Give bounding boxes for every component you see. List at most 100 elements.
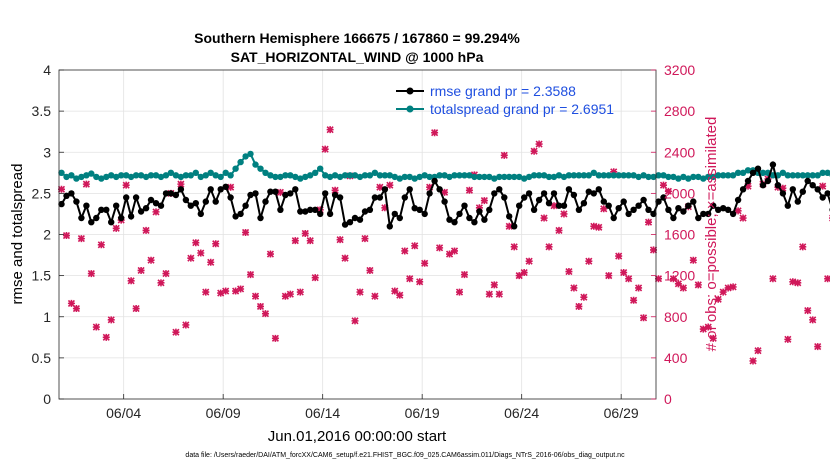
- totalspread-point: [814, 172, 821, 179]
- obs-count-marker: [485, 290, 493, 298]
- obs-count-marker: [515, 272, 523, 280]
- rmse-point: [545, 200, 553, 207]
- totalspread-point: [530, 172, 538, 179]
- obs-count-marker: [306, 237, 314, 245]
- rmse-point: [307, 206, 314, 213]
- rmse-point: [331, 191, 339, 199]
- obs-markers: [57, 126, 830, 365]
- rmse-series: [58, 160, 830, 231]
- rmse-point: [799, 188, 806, 195]
- totalspread-point: [724, 172, 732, 179]
- totalspread-point: [406, 173, 413, 181]
- totalspread-point: [525, 173, 533, 181]
- rmse-point: [550, 190, 558, 197]
- obs-count-marker: [460, 271, 469, 279]
- rmse-point: [640, 196, 647, 204]
- rmse-point: [655, 198, 662, 205]
- rmse-point: [386, 223, 393, 230]
- totalspread-point: [93, 173, 100, 181]
- obs-count-marker: [580, 293, 588, 301]
- totalspread-point: [620, 172, 627, 179]
- obs-count-marker: [694, 281, 702, 289]
- rmse-point: [93, 214, 100, 222]
- totalspread-point: [665, 173, 672, 181]
- totalspread-point: [580, 172, 588, 179]
- rmse-point: [381, 186, 389, 193]
- totalspread-point: [610, 172, 617, 179]
- totalspread-point: [361, 172, 369, 179]
- rmse-point: [103, 206, 110, 213]
- obs-count-marker: [630, 296, 638, 304]
- obs-count-marker: [495, 290, 503, 298]
- rmse-point: [615, 205, 622, 212]
- rmse-point: [341, 221, 349, 228]
- rmse-point: [456, 210, 463, 218]
- rmse-point: [391, 210, 398, 218]
- rmse-point: [769, 161, 777, 168]
- rmse-point: [501, 194, 508, 201]
- rmse-point: [610, 214, 617, 222]
- totalspread-point: [680, 173, 687, 181]
- rmse-point: [431, 177, 438, 185]
- totalspread-point: [784, 172, 791, 179]
- obs-count-marker: [490, 281, 498, 289]
- y2-tick-label: 800: [664, 309, 688, 325]
- totalspread-point: [650, 173, 657, 181]
- rmse-point: [700, 210, 707, 218]
- rmse-point: [451, 219, 458, 226]
- obs-count-marker: [649, 246, 658, 254]
- rmse-point: [476, 208, 483, 215]
- rmse-point: [421, 210, 428, 218]
- totalspread-point: [456, 172, 463, 179]
- totalspread-point: [212, 172, 219, 179]
- obs-count-marker: [376, 183, 384, 191]
- rmse-point: [132, 194, 140, 201]
- y-tick-label: 3.5: [32, 103, 52, 119]
- y2-tick-label: 3200: [664, 62, 695, 78]
- rmse-point: [595, 186, 602, 193]
- obs-count-marker: [431, 129, 439, 137]
- obs-count-marker: [450, 247, 459, 255]
- y2-tick-label: 0: [664, 391, 672, 407]
- totalspread-point: [804, 172, 811, 179]
- rmse-point: [172, 191, 180, 199]
- obs-count-marker: [241, 228, 250, 237]
- obs-count-marker: [122, 181, 130, 189]
- rmse-point: [152, 200, 160, 207]
- totalspread-point: [471, 173, 478, 181]
- rmse-point: [292, 186, 299, 193]
- totalspread-point: [292, 173, 299, 181]
- obs-count-marker: [381, 204, 389, 212]
- rmse-point: [789, 186, 796, 193]
- rmse-point: [142, 205, 150, 212]
- rmse-point: [78, 214, 85, 222]
- rmse-point: [227, 194, 234, 201]
- totalspread-point: [182, 172, 190, 179]
- obs-count-marker: [734, 207, 742, 215]
- y2-tick-label: 400: [664, 350, 688, 366]
- obs-count-marker: [445, 250, 454, 258]
- obs-count-marker: [824, 275, 830, 283]
- rmse-point: [620, 198, 627, 205]
- obs-count-marker: [455, 288, 464, 296]
- rmse-point: [481, 216, 488, 223]
- obs-count-marker: [809, 316, 817, 324]
- totalspread-point: [227, 172, 234, 179]
- totalspread-point: [103, 173, 110, 181]
- rmse-point: [426, 190, 433, 197]
- obs-count-marker: [222, 287, 230, 295]
- rmse-point: [779, 190, 787, 197]
- rmse-point: [605, 202, 612, 209]
- totalspread-point: [550, 173, 558, 181]
- rmse-point: [252, 190, 259, 197]
- y2-tick-label: 1600: [664, 227, 695, 243]
- rmse-point: [277, 206, 284, 213]
- totalspread-point: [237, 158, 244, 166]
- obs-count-marker: [197, 249, 205, 257]
- obs-count-marker: [251, 292, 260, 300]
- rmse-point: [322, 190, 329, 197]
- y2-tick-label: 2000: [664, 185, 695, 201]
- obs-count-marker: [97, 241, 105, 249]
- rmse-point: [267, 188, 274, 195]
- obs-count-marker: [92, 323, 100, 331]
